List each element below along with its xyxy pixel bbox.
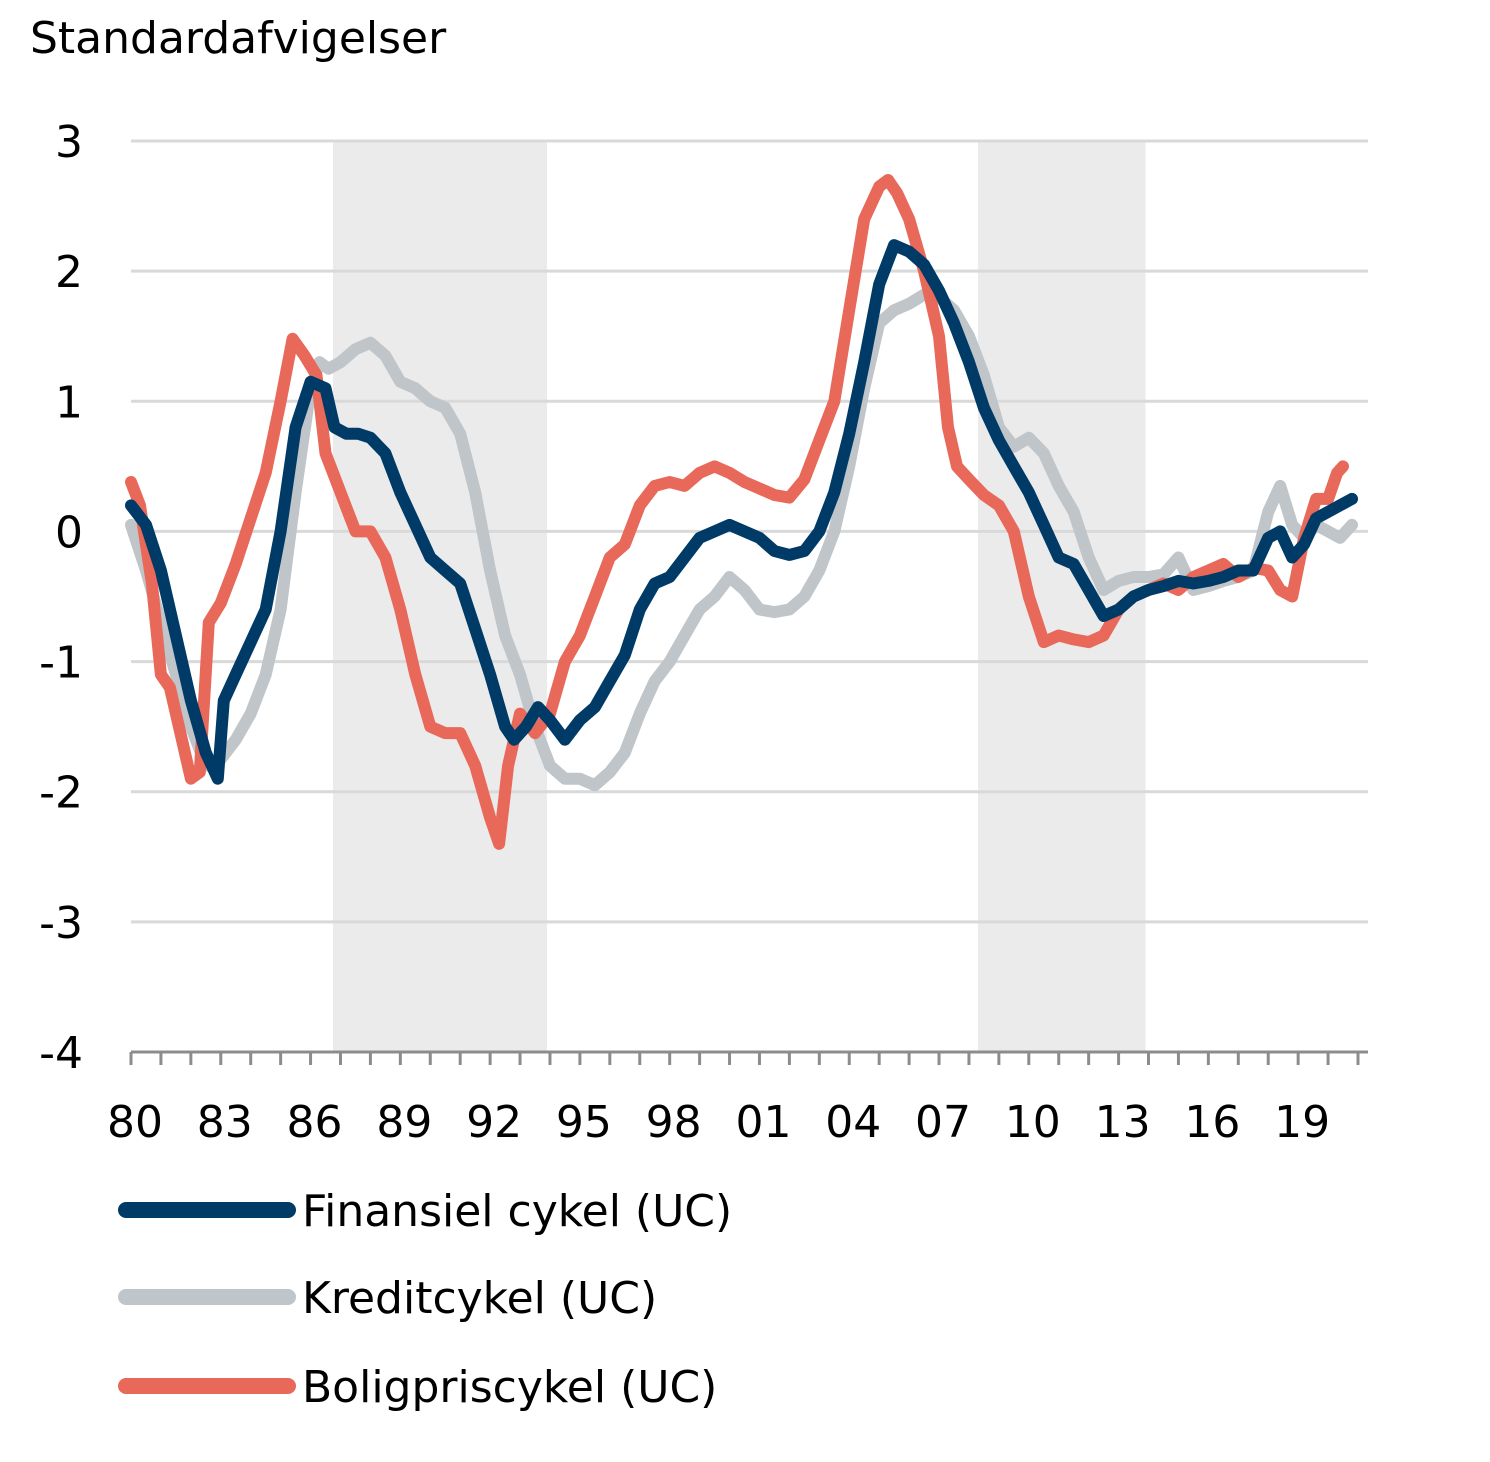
y-tick-label: -3 <box>39 898 83 949</box>
x-tick-label: 19 <box>1274 1097 1330 1148</box>
legend-label-1: Finansiel cykel (UC) <box>302 1186 732 1237</box>
series-line-3 <box>125 174 1349 850</box>
x-tick-labels: 80 83 86 89 92 95 98 01 04 07 10 13 16 19 <box>107 1097 1330 1148</box>
series-line-2 <box>125 288 1358 792</box>
series-line-1 <box>125 239 1358 785</box>
x-tick-label: 07 <box>915 1097 971 1148</box>
x-tick-label: 86 <box>287 1097 343 1148</box>
x-tick-label: 92 <box>466 1097 522 1148</box>
shaded-period-1 <box>333 141 547 1052</box>
legend-label-2: Kreditcykel (UC) <box>302 1273 657 1324</box>
shaded-periods <box>333 141 1146 1052</box>
y-tick-label: -2 <box>39 768 83 819</box>
x-tick-label: 13 <box>1095 1097 1151 1148</box>
x-tick-label: 89 <box>376 1097 432 1148</box>
x-axis <box>129 1050 1368 1065</box>
series-lines <box>125 174 1358 850</box>
gridlines <box>131 139 1368 924</box>
x-tick-label: 10 <box>1005 1097 1061 1148</box>
y-tick-label: -4 <box>39 1028 83 1079</box>
x-tick-label: 80 <box>107 1097 163 1148</box>
x-tick-label: 83 <box>197 1097 253 1148</box>
y-tick-label: 3 <box>55 117 83 168</box>
x-tick-label: 95 <box>556 1097 612 1148</box>
y-tick-label: 2 <box>55 247 83 298</box>
x-tick-label: 04 <box>825 1097 881 1148</box>
y-tick-labels: 3 2 1 0 -1 -2 -3 -4 <box>39 117 83 1079</box>
shaded-period-2 <box>977 141 1146 1052</box>
legend: Finansiel cykel (UC) Kreditcykel (UC) Boli… <box>118 1186 732 1413</box>
y-axis-label: Standardafvigelser <box>30 13 447 64</box>
y-tick-label: 0 <box>55 507 83 558</box>
legend-label-3: Boligpriscykel (UC) <box>302 1362 717 1413</box>
x-tick-label: 16 <box>1184 1097 1240 1148</box>
x-tick-label: 01 <box>735 1097 791 1148</box>
y-tick-label: -1 <box>39 638 83 689</box>
y-tick-label: 1 <box>55 377 83 428</box>
x-tick-label: 98 <box>646 1097 702 1148</box>
